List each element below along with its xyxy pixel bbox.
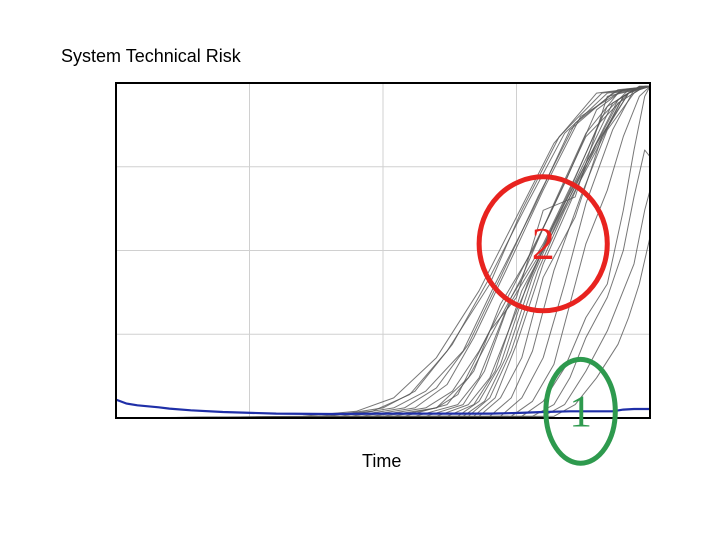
series-run-line-10 bbox=[115, 85, 651, 419]
series-run-line-4 bbox=[115, 85, 651, 419]
series-run-line-6 bbox=[115, 85, 651, 419]
series-run-line-23 bbox=[115, 86, 651, 419]
annotation-circle-2 bbox=[476, 174, 610, 314]
series-run-line-19 bbox=[115, 85, 650, 419]
series-run-line-24 bbox=[115, 149, 651, 419]
series-run-line-11 bbox=[115, 85, 651, 419]
series-run-line-21 bbox=[115, 85, 650, 419]
series-run-line-26 bbox=[115, 236, 651, 419]
annotation-label-2: 2 bbox=[532, 218, 555, 269]
plot-frame bbox=[115, 82, 651, 419]
simulation-runs bbox=[115, 85, 651, 419]
series-run-line-20 bbox=[115, 85, 650, 419]
series-run-line-22 bbox=[115, 86, 651, 419]
baseline-series bbox=[115, 398, 650, 416]
series-run-line-17 bbox=[115, 85, 650, 419]
gridlines bbox=[116, 83, 650, 418]
baseline-line bbox=[115, 398, 650, 416]
annotation-label-1: 1 bbox=[569, 385, 592, 436]
chart-title: System Technical Risk bbox=[61, 46, 241, 66]
x-axis-label: Time bbox=[362, 451, 402, 471]
annotations: 21 bbox=[476, 174, 618, 466]
annotation-circle-1 bbox=[543, 356, 618, 466]
